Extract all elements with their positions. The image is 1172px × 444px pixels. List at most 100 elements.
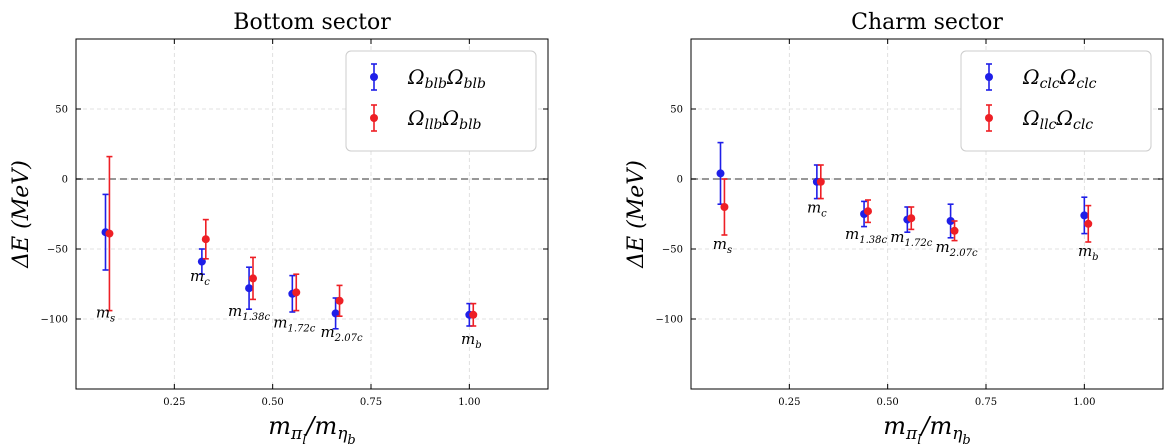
legend-label: ΩblbΩblb bbox=[407, 65, 486, 92]
point-label-sub: s bbox=[727, 245, 732, 256]
legend-marker-dot bbox=[985, 73, 993, 81]
x-axis-label-part: m bbox=[883, 412, 906, 440]
point-label-sub: 1.38c bbox=[242, 312, 270, 323]
point-label-base: m bbox=[190, 267, 204, 285]
point-label-sub: 1.38c bbox=[859, 235, 887, 246]
legend-label-sub: llb bbox=[425, 117, 443, 133]
data-point bbox=[469, 310, 478, 319]
series-0 bbox=[101, 193, 474, 330]
legend-label-part: Ω bbox=[1022, 65, 1040, 89]
point-label-sub: 2.07c bbox=[949, 248, 978, 259]
point-label-base: m bbox=[845, 225, 859, 243]
x-axis-label: mπl/mηb bbox=[883, 412, 970, 444]
legend-label-part: Ω bbox=[407, 106, 425, 130]
y-tick-label: −100 bbox=[41, 315, 68, 326]
y-tick-label: 50 bbox=[55, 105, 68, 116]
x-axis-label-subsub: b bbox=[962, 433, 970, 444]
x-axis-label-part: /m bbox=[304, 412, 337, 440]
data-point bbox=[197, 257, 206, 266]
data-point bbox=[105, 229, 114, 238]
point-label-sub: b bbox=[475, 340, 481, 351]
legend-label-part: Ω bbox=[1055, 106, 1073, 130]
legend-label-part: Ω bbox=[407, 65, 425, 89]
x-axis-label-sub: π bbox=[290, 424, 303, 444]
legend-label-sub: blb bbox=[464, 76, 486, 92]
data-point bbox=[331, 309, 340, 318]
x-axis-label-part: m bbox=[268, 412, 291, 440]
legend-marker-dot bbox=[370, 73, 378, 81]
x-tick-label: 0.75 bbox=[360, 397, 382, 408]
legend-label-sub: clc bbox=[1076, 76, 1096, 92]
data-point bbox=[249, 274, 257, 283]
series-1 bbox=[720, 164, 1093, 243]
data-point bbox=[1080, 211, 1089, 220]
y-tick-label: 50 bbox=[670, 105, 683, 116]
x-axis-label-subsub: l bbox=[302, 433, 306, 444]
data-point bbox=[292, 288, 301, 297]
data-point bbox=[245, 284, 254, 293]
legend-label-part: Ω bbox=[446, 65, 464, 89]
chart-title: Bottom sector bbox=[233, 10, 391, 35]
y-tick-label: 0 bbox=[62, 175, 68, 186]
legend-marker-dot bbox=[985, 114, 993, 122]
legend-label-sub: blb bbox=[425, 76, 447, 92]
point-label-sub: 1.72c bbox=[287, 323, 315, 334]
x-tick-label: 0.50 bbox=[877, 397, 899, 408]
x-axis-label-sub: η bbox=[337, 424, 348, 444]
point-label: mb bbox=[461, 330, 482, 351]
legend-label: ΩclcΩclc bbox=[1022, 65, 1097, 92]
point-label-sub: b bbox=[1092, 252, 1098, 263]
point-label: m1.38c bbox=[845, 225, 888, 246]
point-label: ms bbox=[96, 304, 115, 325]
y-axis-label: ΔE (MeV) bbox=[9, 160, 34, 269]
data-point bbox=[946, 217, 955, 225]
point-label: m1.72c bbox=[890, 228, 933, 249]
plot-frame bbox=[690, 38, 1164, 390]
point-label: ms bbox=[713, 235, 732, 256]
data-point bbox=[950, 226, 959, 235]
point-label: m1.38c bbox=[228, 302, 270, 323]
point-label: mc bbox=[807, 199, 827, 220]
legend-label-part: Ω bbox=[1022, 106, 1040, 130]
point-label: m2.07c bbox=[320, 323, 363, 344]
point-label-base: m bbox=[228, 302, 242, 320]
x-tick-label: 0.50 bbox=[262, 397, 284, 408]
point-label-base: m bbox=[461, 330, 475, 348]
legend-label-part: Ω bbox=[1059, 65, 1077, 89]
point-label-base: m bbox=[96, 304, 110, 322]
legend-marker-dot bbox=[370, 114, 378, 122]
x-tick-label: 1.00 bbox=[1073, 397, 1095, 408]
point-label: m2.07c bbox=[935, 238, 978, 259]
data-point bbox=[864, 207, 872, 216]
x-axis-label-sub: π bbox=[905, 424, 918, 444]
data-point bbox=[335, 296, 344, 305]
point-label: mb bbox=[1078, 242, 1099, 263]
legend-label-sub: llc bbox=[1040, 117, 1057, 133]
chart-panel-bottom-sector: 0.25 0.50 0.75 1.00 −100 −50 0 50 Bottom sector Δ… bbox=[9, 10, 549, 444]
x-axis-label-sub: η bbox=[952, 424, 963, 444]
legend-frame bbox=[960, 50, 1152, 152]
x-tick-label: 0.75 bbox=[975, 397, 997, 408]
point-label-base: m bbox=[935, 238, 949, 256]
chart-panel-charm-sector: 0.25 0.50 0.75 1.00 −100 −50 0 50 Charm sector ΔE… bbox=[624, 10, 1164, 444]
point-label-base: m bbox=[807, 199, 821, 217]
data-point bbox=[201, 235, 210, 244]
point-label-sub: 1.72c bbox=[904, 238, 932, 249]
point-label-sub: s bbox=[110, 314, 115, 325]
point-label-base: m bbox=[320, 323, 334, 341]
x-axis-label-part: /m bbox=[919, 412, 952, 440]
point-label-base: m bbox=[713, 235, 727, 253]
data-point bbox=[1084, 219, 1093, 228]
point-label: m1.72c bbox=[273, 313, 316, 334]
legend-label: ΩllcΩclc bbox=[1022, 106, 1093, 133]
point-label-base: m bbox=[890, 228, 904, 246]
y-tick-label: −50 bbox=[47, 245, 68, 256]
y-tick-label: −50 bbox=[662, 245, 683, 256]
series-0 bbox=[716, 141, 1089, 239]
x-tick-label: 0.25 bbox=[163, 397, 185, 408]
y-axis-label: ΔE (MeV) bbox=[624, 160, 649, 269]
x-axis-label: mπl/mηb bbox=[268, 412, 355, 444]
y-tick-label: −100 bbox=[656, 315, 683, 326]
